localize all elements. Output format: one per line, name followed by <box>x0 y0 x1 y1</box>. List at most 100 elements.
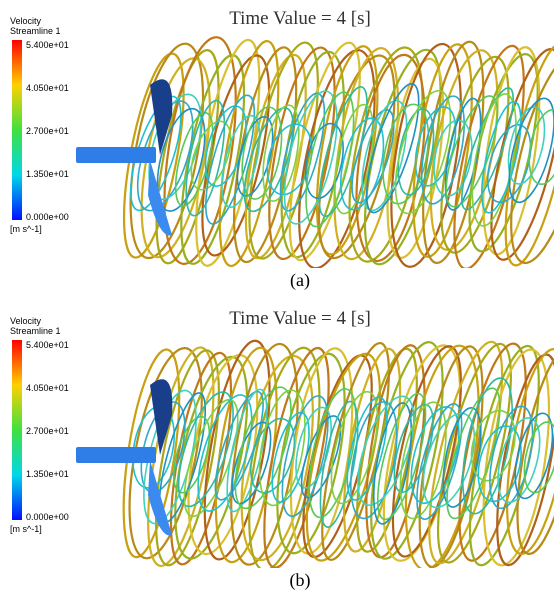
streamline <box>355 347 418 553</box>
streamline-inner <box>397 108 435 196</box>
streamline <box>412 43 473 258</box>
title-bg <box>200 302 400 332</box>
colorbar-label: 2.700e+01 <box>26 426 69 436</box>
streamline-inner <box>346 396 388 501</box>
streamline-inner <box>281 395 329 518</box>
streamline-inner <box>376 392 427 521</box>
streamline-inner <box>514 412 554 500</box>
streamline-inner <box>422 412 476 509</box>
streamline-inner <box>204 105 247 187</box>
shaft <box>76 447 156 463</box>
title-bg <box>200 2 400 32</box>
streamline <box>506 347 554 556</box>
streamline-inner <box>304 122 344 200</box>
streamline-inner <box>221 114 261 208</box>
streamline-inner <box>351 109 395 204</box>
colorbar-label: 0.000e+00 <box>26 512 69 522</box>
legend-subtitle: Streamline 1 <box>10 26 61 36</box>
streamline <box>155 349 220 567</box>
streamline-inner <box>262 104 300 202</box>
colorbar-label: 4.050e+01 <box>26 83 69 93</box>
streamline-inner <box>185 99 226 217</box>
streamline <box>504 42 554 267</box>
streamline <box>382 344 462 562</box>
streamline <box>418 345 484 569</box>
colorbar <box>12 340 22 520</box>
streamline-inner <box>508 97 554 204</box>
streamline <box>276 352 346 555</box>
streamline-inner <box>442 406 482 508</box>
streamline-inner <box>489 405 534 510</box>
streamline-inner <box>471 93 517 227</box>
streamline <box>386 57 445 259</box>
legend-subtitle: Streamline 1 <box>10 326 61 336</box>
streamline-inner <box>365 83 420 214</box>
streamline-inner <box>340 117 385 211</box>
streamline-inner <box>416 403 463 521</box>
streamline-inner <box>480 100 522 214</box>
streamline-inner <box>410 406 460 505</box>
streamline-inner <box>444 97 482 211</box>
streamline-inner <box>305 91 355 228</box>
streamline-inner <box>350 401 398 520</box>
streamline-inner <box>283 90 338 225</box>
streamline <box>510 53 554 265</box>
streamline-inner <box>205 94 256 225</box>
streamline-inner <box>319 400 359 528</box>
streamline-inner <box>414 106 457 187</box>
streamline <box>155 49 220 265</box>
impeller-blade <box>150 379 173 455</box>
streamline-inner <box>330 390 379 505</box>
colorbar-label: 1.350e+01 <box>26 469 69 479</box>
streamline-inner <box>295 406 332 489</box>
streamline-inner <box>394 89 452 215</box>
impeller-blade <box>148 460 172 536</box>
streamline-inner <box>382 103 430 205</box>
streamline <box>436 342 512 564</box>
colorbar-label: 4.050e+01 <box>26 383 69 393</box>
streamline-inner <box>372 402 413 525</box>
streamline-inner <box>357 395 415 507</box>
colorbar-label: 2.700e+01 <box>26 126 69 136</box>
legend-unit: [m s^-1] <box>10 524 42 534</box>
streamline <box>203 339 271 561</box>
streamline <box>422 40 485 265</box>
colorbar <box>12 40 22 220</box>
streamline <box>482 348 550 567</box>
streamline-inner <box>446 387 501 520</box>
legend-unit: [m s^-1] <box>10 224 42 234</box>
streamline-inner <box>250 417 296 494</box>
caption-bg <box>0 568 554 598</box>
streamline-inner <box>190 120 232 191</box>
streamline <box>248 41 319 260</box>
streamline <box>263 346 330 569</box>
streamline-inner <box>420 95 465 205</box>
streamline-inner <box>156 107 206 212</box>
streamline <box>516 348 554 555</box>
streamline-inner <box>258 389 306 507</box>
legend-title: Velocity <box>10 316 42 326</box>
streamline <box>315 45 379 256</box>
streamline-inner <box>308 388 357 519</box>
streamline-inner <box>497 417 541 504</box>
streamline-inner <box>528 108 554 186</box>
streamlines <box>122 339 554 572</box>
streamline-inner <box>234 386 292 510</box>
colorbar-label: 0.000e+00 <box>26 212 69 222</box>
streamline-inner <box>399 401 447 520</box>
streamline-inner <box>477 425 522 503</box>
streamline <box>129 42 205 260</box>
shaft <box>76 147 156 163</box>
panel-title: Time Value = 4 [s] <box>229 308 371 329</box>
streamline-inner <box>243 107 294 213</box>
streamline <box>169 351 233 566</box>
streamline <box>268 46 336 261</box>
streamline <box>218 40 280 268</box>
streamline <box>496 353 554 567</box>
streamline-inner <box>333 103 374 215</box>
streamline <box>391 345 462 558</box>
streamline-inner <box>241 106 283 200</box>
